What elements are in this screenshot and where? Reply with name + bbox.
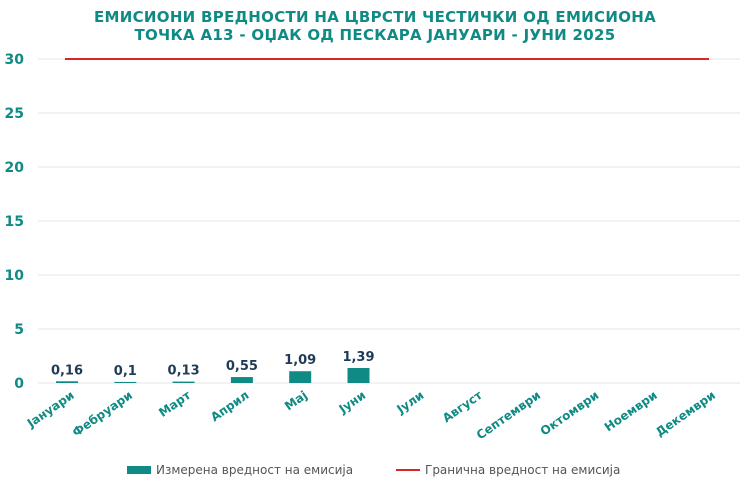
x-tick-label: Јули xyxy=(394,388,427,417)
data-label: 0,1 xyxy=(114,364,137,379)
gridlines xyxy=(38,58,740,384)
bar-1 xyxy=(56,381,78,383)
bar-4 xyxy=(230,377,253,383)
legend: Измерена вредност на емисија Гранична вр… xyxy=(127,463,620,477)
y-axis: 0 5 10 15 20 25 30 xyxy=(5,52,25,392)
x-tick-label: Април xyxy=(208,388,252,424)
x-tick-label: Август xyxy=(440,388,485,425)
y-tick-label: 10 xyxy=(5,268,25,284)
y-tick-label: 25 xyxy=(5,106,24,122)
x-tick-label: Декември xyxy=(653,388,718,439)
chart-title-line-1: ЕМИСИОНИ ВРЕДНОСТИ НА ЦВРСТИ ЧЕСТИЧКИ ОД… xyxy=(94,8,656,26)
bar-3 xyxy=(172,381,195,383)
legend-label-measured: Измерена вредност на емисија xyxy=(156,463,353,477)
bars: 0,16 0,1 0,13 0,55 1,09 1,39 xyxy=(51,350,375,383)
y-tick-label: 20 xyxy=(5,160,25,176)
x-tick-label: Март xyxy=(156,388,193,420)
data-label: 0,55 xyxy=(226,359,258,374)
y-tick-label: 5 xyxy=(14,322,24,338)
legend-swatch-measured xyxy=(127,466,151,474)
y-tick-label: 0 xyxy=(14,376,24,392)
legend-label-limit: Гранична вредност на емисија xyxy=(425,463,620,477)
data-label: 1,09 xyxy=(284,353,316,368)
x-tick-label: Октомври xyxy=(538,388,602,438)
x-tick-label: Септември xyxy=(474,388,543,442)
data-label: 1,39 xyxy=(342,350,374,365)
x-tick-label: Мај xyxy=(282,388,310,413)
bar-5 xyxy=(289,371,312,383)
x-tick-label: Ноември xyxy=(602,388,660,434)
x-tick-label: Јуни xyxy=(336,388,369,417)
y-tick-label: 30 xyxy=(5,52,25,68)
data-label: 0,16 xyxy=(51,363,83,378)
bar-6 xyxy=(347,367,370,383)
data-label: 0,13 xyxy=(168,364,200,379)
chart-title-line-2: ТОЧКА А13 - ОЏАК ОД ПЕСКАРА ЈАНУАРИ - ЈУ… xyxy=(134,26,615,44)
x-tick-label: Фебруари xyxy=(70,388,135,440)
y-tick-label: 15 xyxy=(5,214,24,230)
bar-2 xyxy=(114,381,137,383)
x-tick-label: Јануари xyxy=(24,388,77,431)
